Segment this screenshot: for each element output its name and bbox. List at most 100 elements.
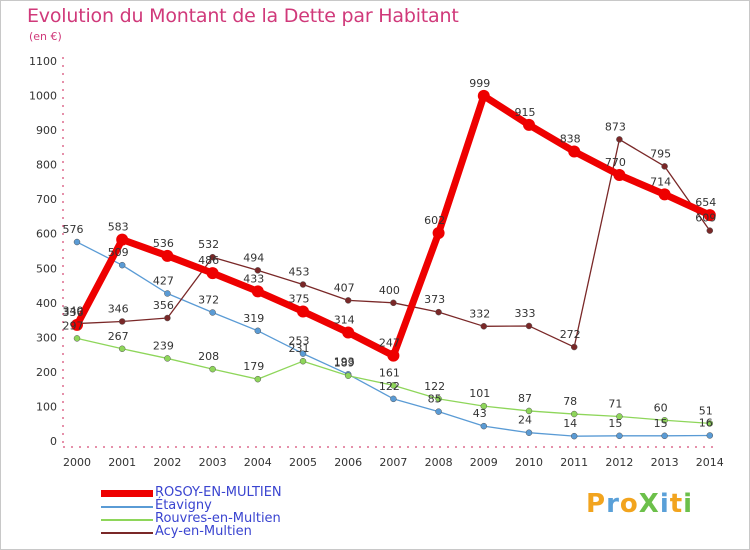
data-point [390,382,397,389]
data-point [661,163,668,170]
data-label: 239 [153,339,174,352]
data-label: 356 [153,299,174,312]
legend-swatch-acy [101,532,153,534]
data-point [118,318,126,325]
data-label: 602 [424,214,445,227]
data-point [118,345,126,353]
x-tick-label: 2011 [560,456,588,469]
x-tick-label: 2010 [515,456,543,469]
data-label: 43 [473,407,487,420]
data-label: 915 [515,106,536,119]
y-tick-label: 1100 [29,55,57,68]
data-label: 340 [63,305,84,318]
data-label: 407 [334,281,355,294]
legend-label-rosoy: ROSOY-EN-MULTIEN [155,485,282,500]
data-label: 609 [695,212,716,225]
data-point [390,395,397,403]
data-point [523,118,535,131]
data-point [480,402,488,410]
data-label: 253 [289,335,310,348]
data-point [387,349,400,362]
data-point [164,355,171,362]
data-point [71,318,83,331]
logo-letter: t [669,489,684,519]
y-tick-label: 0 [50,435,57,448]
data-label: 193 [334,355,355,368]
data-label: 576 [63,223,84,236]
x-tick-label: 2002 [153,456,181,469]
data-point [254,375,262,383]
data-label: 272 [560,328,581,341]
data-point [161,249,174,262]
data-point [116,233,129,246]
data-label: 122 [379,380,400,393]
data-label: 453 [289,266,310,279]
legend-label-acy: Acy-en-Multien [155,524,252,539]
data-point [568,145,581,158]
logo-letter: X [638,489,660,519]
data-point [435,308,442,316]
data-point [344,297,352,304]
data-label: 319 [243,312,264,325]
data-label: 85 [428,393,442,406]
logo-letter: i [659,489,670,519]
data-label: 486 [198,254,219,267]
y-tick-label: 100 [36,400,57,413]
x-tick-label: 2012 [605,456,633,469]
data-point [570,410,578,418]
data-label: 24 [518,414,532,427]
data-point [706,420,714,427]
data-point [344,372,352,379]
x-tick-label: 2014 [696,456,724,469]
data-label: 332 [469,307,490,320]
data-label: 71 [608,397,622,410]
data-label: 87 [518,392,532,405]
logo-letter: r [606,489,620,519]
legend-swatch-etavigny [101,506,153,508]
data-point [435,395,442,403]
data-label: 433 [243,272,264,285]
data-point [390,299,397,307]
data-label: 333 [515,307,536,320]
data-label: 795 [650,147,671,160]
y-tick-label: 700 [36,193,57,206]
y-tick-label: 400 [36,297,57,310]
x-tick-label: 2003 [199,456,227,469]
logo-letter: i [683,489,694,519]
data-point [570,432,578,440]
data-point [703,209,716,222]
data-label: 494 [243,251,264,264]
data-point [209,253,216,261]
series-line [73,92,712,360]
data-label: 583 [108,221,129,234]
x-tick-label: 2006 [334,456,362,469]
data-label: 999 [469,77,490,90]
data-point [432,227,445,240]
data-label: 873 [605,120,626,133]
data-label: 714 [650,175,671,188]
legend-label-rouvres: Rouvres-en-Multien [155,511,281,526]
data-label: 14 [563,417,577,430]
chart-subtitle: (en €) [29,30,62,43]
data-point [525,407,533,415]
x-tick-label: 2008 [425,456,453,469]
data-label: 51 [699,404,713,417]
data-point [616,413,623,420]
data-point [480,323,488,330]
data-point [480,422,488,430]
data-label: 532 [198,238,219,251]
data-point [661,417,668,424]
data-point [164,290,171,297]
data-point [206,267,219,280]
data-point [706,227,714,234]
x-tick-label: 2000 [63,456,91,469]
data-point [297,305,309,318]
y-tick-label: 600 [36,228,57,241]
data-label: 15 [654,417,668,430]
data-label: 267 [108,330,129,343]
data-label: 770 [605,156,626,169]
data-point [342,326,355,339]
data-label: 231 [289,342,310,355]
